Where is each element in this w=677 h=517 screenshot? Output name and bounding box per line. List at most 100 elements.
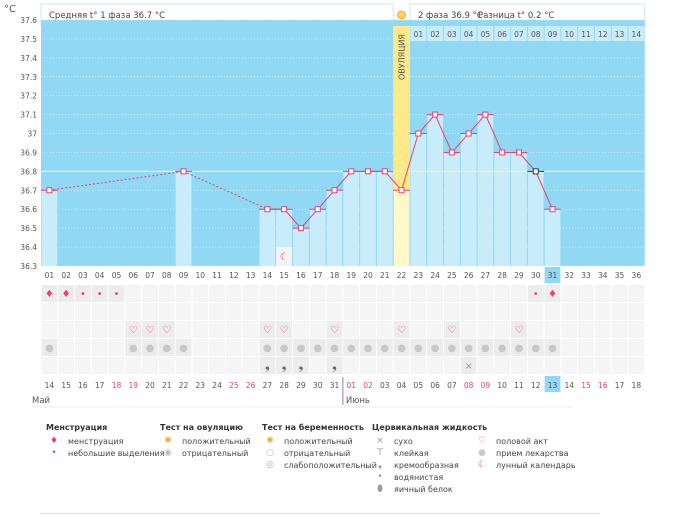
legend-item-label: половой акт bbox=[496, 436, 548, 446]
marker-cell bbox=[125, 303, 142, 320]
marker-cell bbox=[410, 357, 427, 374]
marker-cell-active bbox=[393, 321, 410, 338]
cycle-day-label: 32 bbox=[564, 271, 574, 280]
phase2-day-cell bbox=[594, 26, 611, 41]
marker-cell bbox=[75, 357, 91, 374]
marker-cell bbox=[494, 285, 511, 302]
legend-item-label: небольшие выделения bbox=[68, 448, 165, 458]
marker-cell-active bbox=[410, 339, 427, 356]
phase2-day-cell bbox=[611, 26, 628, 41]
marker-cell bbox=[276, 285, 293, 302]
phase2-day-label: 08 bbox=[531, 30, 541, 39]
cycle-day-label: 21 bbox=[380, 271, 390, 280]
cycle-day-label: 31 bbox=[548, 271, 558, 280]
marker-cell bbox=[242, 357, 259, 374]
marker-cell bbox=[326, 285, 343, 302]
marker-cell bbox=[242, 321, 259, 338]
marker-cell bbox=[259, 285, 276, 302]
y-tick-label: 37.1 bbox=[20, 111, 37, 120]
phase2-day-cell bbox=[427, 26, 443, 41]
marker-cell bbox=[460, 285, 477, 302]
marker-cell-active bbox=[125, 339, 142, 356]
temperature-point bbox=[381, 168, 388, 175]
phase2-day-label: 11 bbox=[581, 30, 591, 39]
cycle-day-label: 20 bbox=[363, 271, 373, 280]
light-spotting-icon: • bbox=[114, 289, 120, 300]
marker-cell bbox=[75, 321, 91, 338]
temperature-bar bbox=[175, 171, 192, 266]
marker-cell bbox=[594, 321, 611, 338]
marker-cell-active bbox=[293, 357, 309, 374]
marker-cell bbox=[108, 303, 125, 320]
calendar-date-label: 28 bbox=[279, 381, 289, 390]
marker-cell bbox=[376, 303, 393, 320]
marker-cell-active bbox=[427, 339, 443, 356]
marker-cell bbox=[175, 321, 192, 338]
marker-cell bbox=[611, 285, 628, 302]
marker-cell-active bbox=[175, 339, 192, 356]
marker-cell-active bbox=[326, 357, 343, 374]
cycle-day-label: 05 bbox=[112, 271, 122, 280]
marker-cell bbox=[443, 357, 460, 374]
marker-cell bbox=[309, 285, 326, 302]
marker-cell bbox=[309, 303, 326, 320]
legend-item: • небольшие выделения bbox=[46, 447, 165, 459]
calendar-date-label: 29 bbox=[296, 381, 306, 390]
marker-cell bbox=[561, 357, 578, 374]
temperature-bar bbox=[544, 209, 561, 266]
marker-cell bbox=[611, 303, 628, 320]
marker-cell-active bbox=[360, 339, 376, 356]
marker-cell bbox=[594, 285, 611, 302]
marker-cell bbox=[209, 303, 225, 320]
phase2-average: 2 фаза 36.9 °C bbox=[418, 11, 483, 21]
calendar-date-label: 13 bbox=[548, 381, 558, 390]
phase2-day-label: 02 bbox=[430, 30, 440, 39]
legend-item-label: положительный bbox=[284, 436, 353, 446]
temperature-point bbox=[281, 206, 288, 213]
marker-cell-active bbox=[276, 321, 293, 338]
temperature-bar bbox=[259, 209, 276, 266]
legend-item-label: прием лекарства bbox=[496, 448, 569, 458]
white-circle-icon: ○ bbox=[266, 448, 274, 458]
marker-cell bbox=[225, 285, 242, 302]
heart-icon: ♡ bbox=[129, 325, 138, 336]
cycle-day-label: 17 bbox=[313, 271, 323, 280]
marker-cell bbox=[594, 339, 611, 356]
today-cycle-day-highlight bbox=[544, 266, 561, 283]
pill-icon: ● bbox=[447, 343, 456, 354]
marker-cell-active bbox=[58, 285, 75, 302]
marker-cell bbox=[91, 303, 108, 320]
pill-icon: ● bbox=[431, 343, 440, 354]
divider bbox=[40, 513, 600, 514]
legend-item-label: сухо bbox=[394, 436, 413, 446]
marker-cell bbox=[209, 339, 225, 356]
marker-cell bbox=[561, 339, 578, 356]
cycle-day-label: 24 bbox=[430, 271, 440, 280]
cycle-day-label: 33 bbox=[581, 271, 591, 280]
heart-icon: ♡ bbox=[447, 325, 456, 336]
marker-cell bbox=[561, 303, 578, 320]
drop-grey-icon: • bbox=[377, 472, 383, 482]
temperature-line-segment bbox=[384, 171, 402, 191]
marker-cell bbox=[427, 321, 443, 338]
legend-item-label: слабоположительный bbox=[284, 460, 377, 470]
marker-cell bbox=[225, 303, 242, 320]
marker-cell bbox=[594, 303, 611, 320]
marker-cell bbox=[309, 357, 326, 374]
calendar-date-label: 08 bbox=[464, 381, 474, 390]
temperature-bar bbox=[527, 171, 544, 266]
marker-cell bbox=[360, 285, 376, 302]
marker-cell-active bbox=[527, 285, 544, 302]
marker-cell-active bbox=[460, 339, 477, 356]
light-spotting-icon: • bbox=[533, 289, 539, 300]
marker-cell bbox=[427, 357, 443, 374]
marker-cell bbox=[611, 321, 628, 338]
phase2-day-label: 03 bbox=[447, 30, 457, 39]
phase2-day-cell bbox=[460, 26, 477, 41]
marker-cell bbox=[209, 321, 225, 338]
calendar-date-label: 16 bbox=[78, 381, 88, 390]
calendar-date-label: 10 bbox=[497, 381, 507, 390]
y-tick-label: 36.3 bbox=[20, 262, 37, 271]
marker-cell bbox=[293, 321, 309, 338]
temperature-point bbox=[549, 206, 556, 213]
